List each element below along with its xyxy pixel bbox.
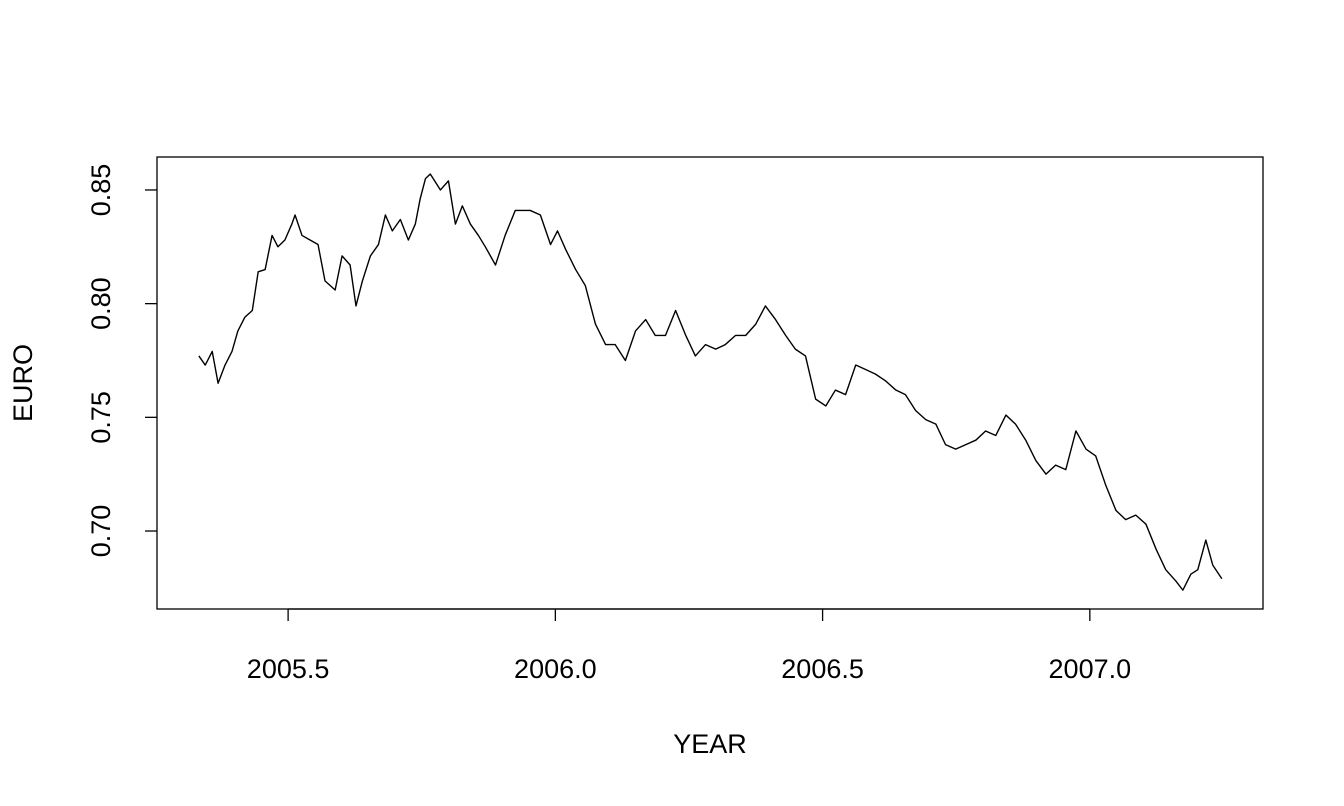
data-line [198, 173, 1223, 591]
x-tick-label: 2007.0 [1049, 654, 1132, 684]
y-axis-label: EURO [8, 344, 38, 422]
y-tick-label: 0.75 [86, 391, 116, 444]
y-tick-label: 0.80 [86, 277, 116, 330]
x-tick-label: 2006.0 [514, 654, 597, 684]
x-axis-label: YEAR [673, 729, 747, 759]
y-tick-label: 0.85 [86, 164, 116, 217]
x-tick-label: 2005.5 [247, 654, 330, 684]
y-tick-label: 0.70 [86, 505, 116, 558]
x-tick-label: 2006.5 [781, 654, 864, 684]
